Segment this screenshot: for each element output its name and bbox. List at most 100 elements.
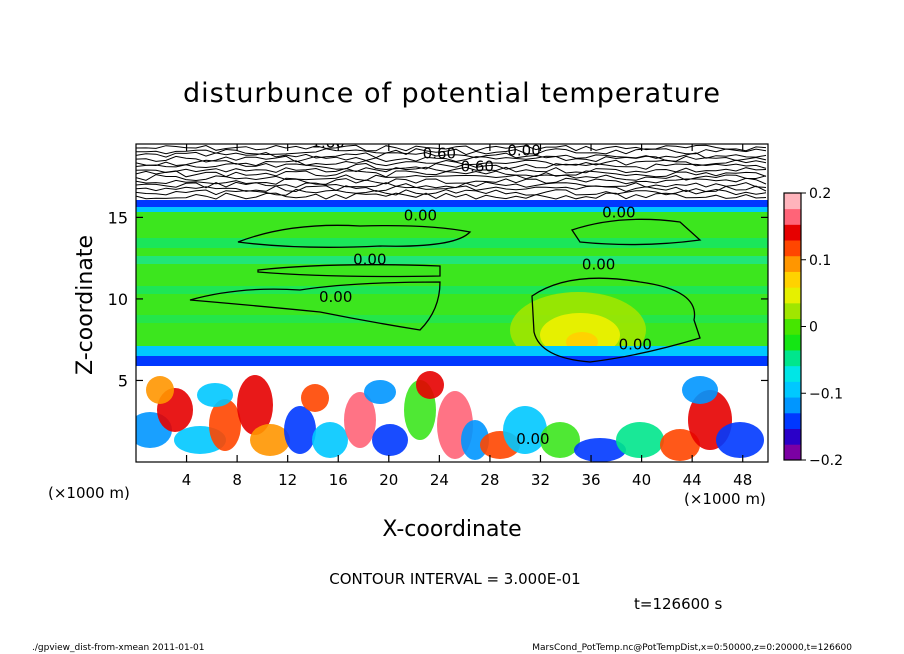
upper-line-3 [136, 155, 767, 163]
upper-line-6 [136, 166, 767, 174]
x-unit-left: (×1000 m) [48, 484, 130, 502]
chart-title: disturbunce of potential temperature [183, 78, 721, 109]
upper-line-9 [136, 177, 767, 185]
colorbar-swatch-2 [784, 412, 801, 429]
contour-label-4: 0.00 [619, 335, 652, 353]
colorbar-swatch-16 [784, 193, 801, 210]
x-tick-label-7: 32 [531, 471, 550, 489]
contour-warm-blob [531, 277, 701, 363]
contour-label-3: 0.00 [582, 256, 615, 274]
contour-label-1: 0.00 [353, 251, 386, 269]
turbulence-patch-25 [416, 371, 444, 399]
colorbar-swatch-7 [784, 334, 801, 351]
x-tick-label-8: 36 [581, 471, 600, 489]
colorbar-swatch-11 [784, 271, 801, 288]
contour-mid-center [189, 281, 441, 331]
neutral-band-1 [136, 238, 768, 248]
colorbar-label-4: −0.2 [809, 453, 843, 469]
contour-label-6: 0.00 [319, 288, 352, 306]
contour-label-9: 1.80 [311, 133, 344, 151]
colorbar-swatch-6 [784, 350, 801, 367]
x-axis-label: X-coordinate [382, 517, 521, 542]
contour-upper-right [570, 218, 702, 246]
zero-contours [189, 218, 702, 363]
contour-label-10: 0.00 [507, 141, 540, 159]
contour-labels: 0.00 0.00 0.00 0.00 0.00 0.00 0.00 0.60 0.60 1.80… [311, 133, 652, 448]
x-unit-right: (×1000 m) [684, 490, 766, 508]
turbulence-patch-14 [503, 406, 547, 454]
turbulence-patch-15 [540, 422, 580, 458]
upper-line-7 [136, 170, 767, 178]
turbulence-patch-20 [716, 422, 764, 458]
contour-label-7: 0.60 [461, 158, 494, 176]
x-tick-label-9: 40 [632, 471, 651, 489]
turbulence-patch-16 [574, 438, 626, 462]
contour-interval: CONTOUR INTERVAL = 3.000E-01 [329, 570, 580, 588]
colorbar-label-2: 0 [809, 320, 818, 336]
turbulence-patch-17 [616, 422, 664, 458]
x-tick-label-1: 8 [232, 471, 242, 489]
colorbar-swatch-5 [784, 365, 801, 382]
turbulent-patches [136, 371, 764, 462]
y-tick-label-1: 10 [108, 290, 128, 309]
contour-label-8: 0.60 [423, 145, 456, 163]
turbulence-patch-23 [301, 384, 329, 412]
turbulence-patch-4 [237, 375, 273, 435]
upper-line-5 [136, 162, 767, 171]
neutral-band-4 [136, 315, 768, 323]
turbulence-patch-8 [344, 392, 376, 448]
y-axis-label: Z-coordinate [73, 235, 98, 375]
cold-band-upper-2 [136, 207, 768, 212]
colorbar-swatch-1 [784, 428, 801, 445]
turbulence-patch-7 [312, 422, 348, 458]
colorbar-label-1: 0.1 [809, 253, 831, 269]
colorbar-swatch-15 [784, 208, 801, 225]
upper-line-13 [136, 192, 767, 200]
colorbar-swatch-4 [784, 381, 801, 398]
x-axis: 4 8 12 16 20 24 28 32 36 40 44 48 [182, 144, 752, 489]
turbulence-patch-18 [660, 429, 700, 461]
upper-line-10 [136, 181, 767, 189]
neutral-band-2 [136, 256, 768, 264]
x-tick-label-5: 24 [430, 471, 449, 489]
cold-band-upper [136, 200, 768, 207]
time-label: t=126600 s [634, 595, 722, 613]
x-tick-label-6: 28 [480, 471, 499, 489]
colorbar-swatch-8 [784, 318, 801, 335]
turbulence-patch-22 [197, 383, 233, 407]
plot-area: 0.00 0.00 0.00 0.00 0.00 0.00 0.00 0.60 0.60 1.80… [136, 133, 768, 462]
plot-frame [135, 143, 769, 463]
colorbar-swatch-13 [784, 240, 801, 257]
upper-line-8 [136, 174, 767, 182]
colorbar-swatch-10 [784, 287, 801, 304]
x-tick-label-11: 48 [733, 471, 752, 489]
turbulence-patch-6 [284, 406, 316, 454]
x-tick-label-10: 44 [683, 471, 702, 489]
upper-line-0 [136, 144, 767, 152]
colorbar: 0.2 0.1 0 −0.1 −0.2 [783, 186, 843, 469]
cold-band-lower [136, 346, 768, 356]
y-axis: 5 10 15 [108, 208, 768, 390]
turbulence-patch-21 [146, 376, 174, 404]
x-tick-label-4: 20 [379, 471, 398, 489]
upper-contour-lines [136, 144, 767, 200]
neutral-layer [136, 212, 768, 357]
turbulence-patch-3 [209, 399, 241, 451]
contour-label-2: 0.00 [602, 203, 635, 221]
turbulence-patch-26 [682, 376, 718, 404]
upper-line-4 [136, 159, 767, 167]
footer-right: MarsCond_PotTemp.nc@PotTempDist,x=0:5000… [532, 643, 852, 653]
colorbar-swatch-14 [784, 224, 801, 241]
contour-label-5: 0.00 [516, 430, 549, 448]
turbulence-patch-9 [372, 424, 408, 456]
upper-line-1 [136, 148, 767, 156]
colorbar-swatch-12 [784, 255, 801, 272]
colorbar-swatch-9 [784, 302, 801, 320]
neutral-band-3 [136, 286, 768, 294]
x-tick-label-3: 16 [329, 471, 348, 489]
turbulence-patch-5 [250, 424, 290, 456]
contour-label-0: 0.00 [404, 207, 437, 225]
contour-upper-left [237, 224, 472, 248]
x-tick-label-2: 12 [278, 471, 297, 489]
